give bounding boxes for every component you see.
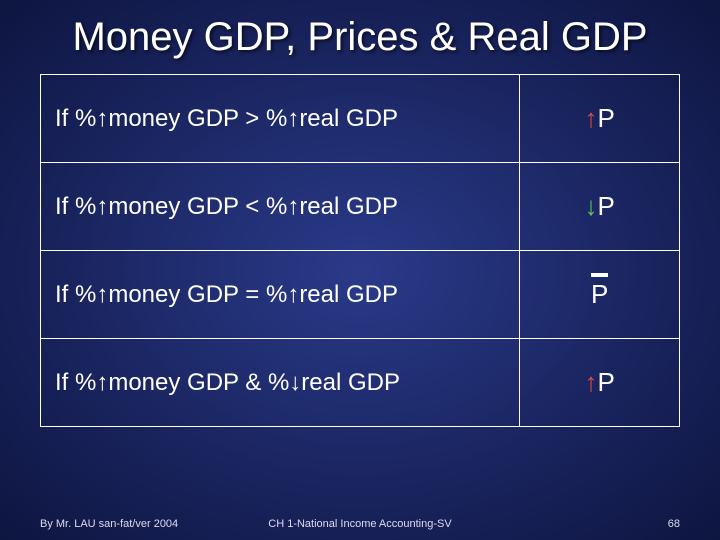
footer-author: By Mr. LAU san-fat/ver 2004	[40, 518, 253, 530]
bar-p-icon: P	[591, 279, 608, 310]
up-arrow-icon: ↑	[584, 367, 597, 397]
table-row: If %↑money GDP > %↑real GDP ↑P	[41, 75, 680, 163]
slide-title: Money GDP, Prices & Real GDP	[0, 0, 720, 68]
footer-chapter: CH 1-National Income Accounting-SV	[253, 518, 466, 530]
condition-cell: If %↑money GDP < %↑real GDP	[41, 163, 520, 251]
result-letter: P	[597, 191, 614, 221]
result-cell: ↑P	[520, 75, 680, 163]
result-cell: P	[520, 251, 680, 339]
result-letter: P	[597, 103, 614, 133]
result-cell: ↓P	[520, 163, 680, 251]
table-row: If %↑money GDP & %↓real GDP ↑P	[41, 339, 680, 427]
condition-cell: If %↑money GDP > %↑real GDP	[41, 75, 520, 163]
up-arrow-icon: ↑	[584, 103, 597, 133]
slide-footer: By Mr. LAU san-fat/ver 2004 CH 1-Nationa…	[0, 518, 720, 530]
content-table-wrap: If %↑money GDP > %↑real GDP ↑P If %↑mone…	[40, 74, 680, 427]
content-table: If %↑money GDP > %↑real GDP ↑P If %↑mone…	[40, 74, 680, 427]
down-arrow-icon: ↓	[584, 191, 597, 221]
table-row: If %↑money GDP = %↑real GDP P	[41, 251, 680, 339]
result-letter: P	[597, 367, 614, 397]
table-row: If %↑money GDP < %↑real GDP ↓P	[41, 163, 680, 251]
result-cell: ↑P	[520, 339, 680, 427]
condition-cell: If %↑money GDP = %↑real GDP	[41, 251, 520, 339]
condition-cell: If %↑money GDP & %↓real GDP	[41, 339, 520, 427]
footer-page-num: 68	[467, 518, 680, 530]
